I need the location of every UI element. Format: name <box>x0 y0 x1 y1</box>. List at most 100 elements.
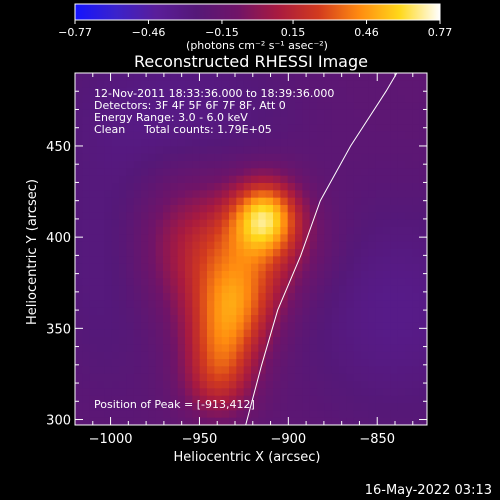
heatmap-cell <box>170 161 179 169</box>
heatmap-cell <box>221 403 230 411</box>
heatmap-cell <box>383 381 391 389</box>
heatmap-cell <box>170 344 179 353</box>
heatmap-cell <box>192 278 201 287</box>
heatmap-cell <box>287 109 296 118</box>
heatmap-cell <box>207 307 215 316</box>
heatmap-cell <box>155 337 164 345</box>
heatmap-cell <box>207 234 215 243</box>
heatmap-cell <box>207 109 215 118</box>
heatmap-cell <box>419 117 427 125</box>
heatmap-cell <box>97 337 105 345</box>
heatmap-cell <box>280 395 289 404</box>
heatmap-cell <box>368 293 377 301</box>
heatmap-cell <box>258 410 267 419</box>
heatmap-cell <box>405 212 413 221</box>
heatmap-cell <box>243 351 252 360</box>
heatmap-cell <box>346 168 355 177</box>
heatmap-cell <box>214 263 223 272</box>
heatmap-cell <box>177 307 186 316</box>
heatmap-cell <box>177 131 186 140</box>
heatmap-cell <box>163 212 171 221</box>
heatmap-cell <box>126 403 135 411</box>
heatmap-cell <box>324 285 333 294</box>
heatmap-cell <box>346 161 355 169</box>
heatmap-cell <box>309 234 318 243</box>
heatmap-cell <box>214 183 223 191</box>
heatmap-cell <box>192 344 201 353</box>
heatmap-cell <box>214 366 223 375</box>
heatmap-cell <box>346 307 355 316</box>
heatmap-cell <box>199 205 208 213</box>
heatmap-cell <box>155 205 164 213</box>
heatmap-cell <box>339 95 347 103</box>
heatmap-cell <box>185 344 193 353</box>
heatmap-cell <box>111 219 120 228</box>
heatmap-cell <box>317 205 325 213</box>
heatmap-cell <box>295 168 303 177</box>
heatmap-cell <box>295 102 303 111</box>
heatmap-cell <box>119 410 127 419</box>
heatmap-cell <box>97 95 105 103</box>
heatmap-cell <box>126 227 135 235</box>
heatmap-cell <box>133 80 142 89</box>
heatmap-cell <box>148 263 157 272</box>
heatmap-cell <box>412 241 421 250</box>
heatmap-cell <box>287 80 296 89</box>
heatmap-cell <box>148 388 157 397</box>
heatmap-cell <box>353 351 362 360</box>
heatmap-cell <box>155 183 164 191</box>
heatmap-cell <box>214 168 223 177</box>
heatmap-cell <box>295 263 303 272</box>
heatmap-cell <box>192 205 201 213</box>
heatmap-cell <box>317 175 325 184</box>
heatmap-cell <box>353 219 362 228</box>
heatmap-cell <box>405 190 413 199</box>
heatmap-cell <box>346 300 355 309</box>
heatmap-cell <box>331 322 340 331</box>
heatmap-cell <box>214 212 223 221</box>
heatmap-cell <box>317 337 325 345</box>
heatmap-cell <box>346 102 355 111</box>
heatmap-cell <box>287 373 296 382</box>
heatmap-cell <box>133 359 142 367</box>
heatmap-cell <box>287 315 296 323</box>
heatmap-cell <box>368 410 377 419</box>
heatmap-cell <box>317 109 325 118</box>
heatmap-cell <box>317 168 325 177</box>
heatmap-cell <box>361 366 369 375</box>
heatmap-cell <box>258 293 267 301</box>
heatmap-cell <box>229 373 237 382</box>
annotation-detectors: Detectors: 3F 4F 5F 6F 7F 8F, Att 0 <box>94 99 286 112</box>
heatmap-cell <box>75 388 83 397</box>
heatmap-cell <box>339 315 347 323</box>
heatmap-cell <box>221 417 230 425</box>
heatmap-cell <box>177 234 186 243</box>
heatmap-cell <box>89 417 98 425</box>
heatmap-cell <box>119 87 127 96</box>
heatmap-cell <box>353 161 362 169</box>
heatmap-cell <box>155 417 164 425</box>
heatmap-cell <box>331 102 340 111</box>
heatmap-cell <box>273 256 281 265</box>
heatmap-cell <box>170 417 179 425</box>
heatmap-cell <box>89 278 98 287</box>
heatmap-cell <box>419 388 427 397</box>
heatmap-cell <box>346 293 355 301</box>
heatmap-cell <box>148 168 157 177</box>
heatmap-cell <box>192 241 201 250</box>
heatmap-cell <box>317 351 325 360</box>
heatmap-cell <box>361 139 369 147</box>
heatmap-cell <box>97 117 105 125</box>
heatmap-cell <box>383 117 391 125</box>
heatmap-cell <box>126 351 135 360</box>
heatmap-cell <box>111 285 120 294</box>
heatmap-cell <box>375 168 384 177</box>
heatmap-cell <box>280 285 289 294</box>
heatmap-cell <box>375 344 384 353</box>
heatmap-cell <box>119 102 127 111</box>
heatmap-cell <box>324 219 333 228</box>
heatmap-cell <box>133 124 142 133</box>
heatmap-cell <box>221 168 230 177</box>
heatmap-cell <box>273 139 281 147</box>
heatmap-cell <box>309 197 318 206</box>
